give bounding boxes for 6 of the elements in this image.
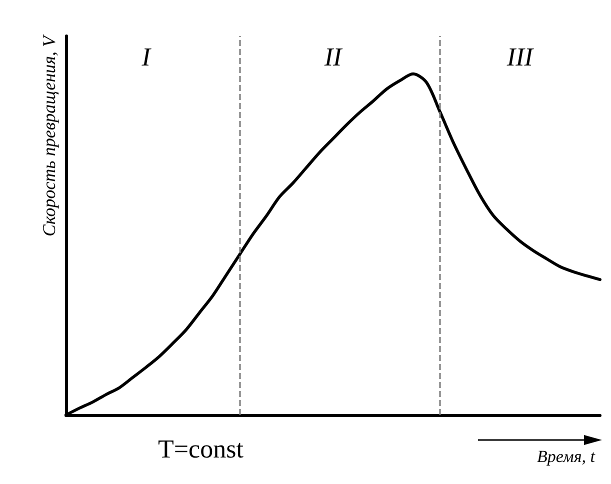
y-axis-title: Скорость превращения, V — [39, 34, 59, 237]
x-axis-title: Время, t — [537, 447, 596, 466]
x-tick-label: III — [506, 42, 534, 72]
text: T=const — [158, 434, 244, 464]
x-tick-label: I — [140, 42, 152, 72]
x-tick-label: II — [323, 42, 343, 72]
